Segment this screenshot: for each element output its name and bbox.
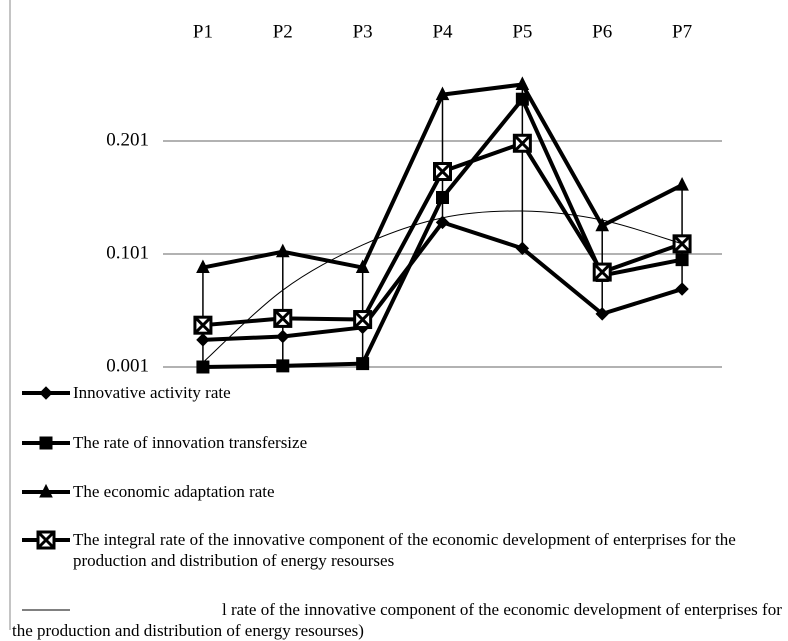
y-tick-label: 0.001 (106, 355, 149, 376)
x-tick-label: P3 (353, 21, 373, 42)
data-point (595, 307, 609, 321)
data-point (515, 76, 530, 90)
data-point (276, 359, 290, 373)
legend-marker (39, 436, 53, 450)
legend-marker (39, 386, 53, 400)
data-point (592, 262, 612, 282)
data-point (436, 191, 449, 204)
legend-label: Innovative activity rate (73, 383, 231, 402)
data-point (675, 282, 689, 296)
series-line (202, 210, 683, 363)
data-point (515, 241, 530, 256)
data-point-x (434, 163, 451, 180)
data-point (196, 360, 210, 374)
legend-marker (39, 483, 53, 498)
data-point (675, 253, 689, 267)
data-point (595, 217, 610, 232)
data-point (515, 92, 529, 106)
x-tick-label: P7 (672, 21, 692, 42)
data-point (273, 308, 293, 328)
data-point (276, 329, 290, 344)
x-tick-label: P5 (512, 21, 532, 42)
legend-label: The rate of innovation transfersize (73, 433, 308, 452)
x-tick-label: P6 (592, 21, 612, 42)
y-tick-label: 0.201 (106, 129, 149, 150)
legend-marker-x (37, 531, 55, 549)
data-point (675, 176, 689, 191)
x-tick-label: P2 (273, 21, 293, 42)
data-point (353, 310, 373, 330)
data-point-x (194, 317, 211, 334)
x-tick-label: P4 (432, 21, 453, 42)
legend-label: l rate of the innovative component of th… (12, 600, 782, 640)
data-point-x (514, 135, 531, 152)
data-point-x (594, 264, 611, 281)
data-point (275, 243, 290, 258)
data-point-x (354, 311, 371, 328)
x-tick-label: P1 (193, 21, 213, 42)
legend-label: The economic adaptation rate (73, 482, 275, 501)
data-point (193, 315, 213, 335)
data-point (196, 259, 210, 274)
data-point (356, 357, 370, 371)
data-point (355, 259, 370, 274)
data-point-x (274, 310, 291, 327)
data-point (433, 162, 452, 182)
data-point (196, 333, 210, 347)
data-point (435, 215, 450, 230)
legend-marker (36, 530, 56, 550)
y-tick-label: 0.101 (106, 242, 149, 263)
data-point (512, 133, 532, 153)
legend-label: The integral rate of the innovative comp… (73, 530, 736, 570)
data-point (435, 86, 450, 101)
